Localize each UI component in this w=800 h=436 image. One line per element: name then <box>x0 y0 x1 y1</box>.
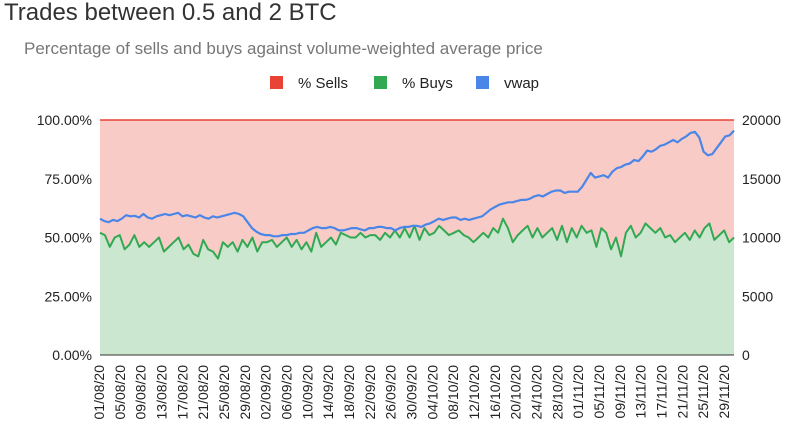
y-right-tick-label: 5000 <box>742 288 773 304</box>
legend-label-buys: % Buys <box>402 75 453 92</box>
x-tick-label: 06/09/20 <box>279 365 295 420</box>
y-right-tick-label: 20000 <box>742 112 781 128</box>
y-left-tick-label: 25.00% <box>45 288 92 304</box>
line-vwap <box>99 129 735 238</box>
legend-label-vwap: vwap <box>504 75 539 92</box>
x-tick-label: 17/11/20 <box>654 365 670 419</box>
x-tick-label: 05/11/20 <box>591 365 607 419</box>
chart-title: Trades between 0.5 and 2 BTC <box>4 0 337 26</box>
x-tick-label: 09/11/20 <box>612 365 628 419</box>
x-tick-label: 01/08/20 <box>91 365 107 420</box>
x-tick-label: 02/09/20 <box>258 365 274 420</box>
x-tick-label: 22/09/20 <box>362 365 378 420</box>
x-tick-label: 25/08/20 <box>216 365 232 420</box>
x-tick-label: 29/08/20 <box>237 365 253 420</box>
x-tick-label: 21/11/20 <box>674 365 690 419</box>
x-tick-label: 30/09/20 <box>404 365 420 420</box>
area-buys <box>100 218 734 355</box>
x-tick-label: 13/11/20 <box>633 365 649 419</box>
x-tick-label: 14/09/20 <box>320 365 336 420</box>
x-tick-label: 29/11/20 <box>716 365 732 419</box>
x-axis: 01/08/20 05/08/20 09/08/20 13/08/20 17/08/20… <box>91 365 732 420</box>
legend-swatch-vwap <box>476 76 489 89</box>
x-tick-label: 10/09/20 <box>299 365 315 420</box>
y-left-tick-label: 75.00% <box>45 171 92 187</box>
legend-swatch-sells <box>270 76 283 89</box>
chart-subtitle: Percentage of sells and buys against vol… <box>24 39 543 58</box>
y-left-tick-label: 50.00% <box>45 230 92 246</box>
x-tick-label: 13/08/20 <box>154 365 170 420</box>
y-right-tick-label: 10000 <box>742 230 781 246</box>
x-tick-label: 09/08/20 <box>133 365 149 420</box>
x-tick-label: 25/11/20 <box>695 365 711 419</box>
x-tick-label: 24/10/20 <box>529 365 545 420</box>
x-tick-label: 21/08/20 <box>195 365 211 420</box>
x-tick-label: 04/10/20 <box>424 365 440 420</box>
x-tick-label: 18/09/20 <box>341 365 357 420</box>
line-buys <box>99 217 735 260</box>
x-tick-label: 17/08/20 <box>174 365 190 420</box>
y-right-tick-label: 0 <box>742 347 750 363</box>
x-tick-label: 16/10/20 <box>487 365 503 420</box>
x-tick-label: 26/09/20 <box>383 365 399 420</box>
y-left-tick-label: 0.00% <box>52 347 92 363</box>
x-tick-label: 20/10/20 <box>508 365 524 420</box>
y-axis-left: 0.00% 25.00% 50.00% 75.00% 100.00% <box>37 112 92 363</box>
x-tick-label: 28/10/20 <box>549 365 565 420</box>
y-axis-right: 0 5000 10000 15000 20000 <box>742 112 781 363</box>
x-tick-label: 12/10/20 <box>466 365 482 420</box>
legend-label-sells: % Sells <box>298 75 348 92</box>
x-tick-label: 08/10/20 <box>445 365 461 420</box>
legend-swatch-buys <box>374 76 387 89</box>
y-left-tick-label: 100.00% <box>37 112 92 128</box>
plot-area <box>99 119 735 356</box>
y-right-tick-label: 15000 <box>742 171 781 187</box>
x-tick-label: 05/08/20 <box>112 365 128 420</box>
legend: % Sells % Buys vwap <box>270 75 539 92</box>
x-tick-label: 01/11/20 <box>570 365 586 419</box>
